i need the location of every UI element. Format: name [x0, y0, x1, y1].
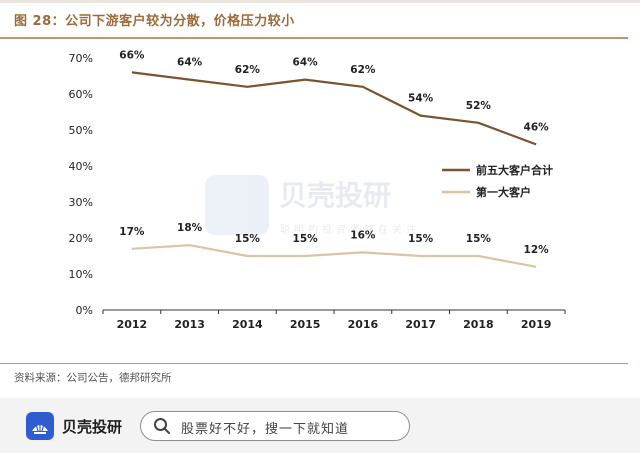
data-label: 54%	[408, 93, 434, 105]
watermark-brand: 贝壳投研	[279, 179, 391, 212]
legend-label-2: 第一大客户	[476, 185, 531, 199]
brand-logo-icon[interactable]	[26, 412, 54, 440]
data-label: 15%	[408, 233, 434, 245]
line-chart: 贝壳投研 聪明的投资者都在关注 0% 10% 20% 30% 40% 50% 60% 70% 2…	[69, 49, 566, 331]
top-divider	[0, 0, 640, 3]
y-tick-label: 0%	[76, 304, 93, 317]
search-input[interactable]: 股票好不好，搜一下就知道	[140, 411, 410, 441]
x-tick-label: 2015	[290, 318, 321, 331]
axes: 0% 10% 20% 30% 40% 50% 60% 70% 2012 2013 2014 2015 2…	[69, 52, 566, 331]
shell-icon	[32, 422, 48, 434]
data-label: 15%	[293, 233, 319, 245]
y-tick-label: 60%	[69, 88, 93, 101]
y-tick-label: 20%	[69, 232, 93, 245]
data-label: 62%	[235, 64, 261, 76]
y-tick-label: 50%	[69, 124, 93, 137]
series-line-1	[131, 71, 537, 146]
series-line-2	[131, 244, 537, 268]
data-label: 15%	[466, 233, 492, 245]
x-tick-label: 2016	[348, 318, 379, 331]
data-label: 17%	[119, 226, 145, 238]
watermark: 贝壳投研 聪明的投资者都在关注	[205, 175, 420, 236]
brand-name[interactable]: 贝壳投研	[62, 418, 123, 436]
footer-bar: 贝壳投研 股票好不好，搜一下就知道	[0, 398, 640, 453]
y-tick-label: 10%	[69, 268, 93, 281]
search-placeholder: 股票好不好，搜一下就知道	[181, 422, 350, 437]
x-tick-label: 2014	[232, 318, 263, 331]
data-label: 64%	[293, 57, 319, 69]
y-tick-label: 70%	[69, 52, 93, 65]
data-label: 66%	[119, 49, 145, 61]
data-label: 18%	[177, 222, 203, 234]
data-label: 12%	[524, 244, 550, 256]
x-tick-label: 2012	[117, 318, 148, 331]
x-tick-label: 2013	[174, 318, 205, 331]
x-tick-label: 2018	[463, 318, 494, 331]
data-label: 16%	[350, 229, 376, 241]
watermark-logo	[205, 175, 269, 235]
data-label: 46%	[524, 121, 550, 133]
x-tick-label: 2019	[521, 318, 552, 331]
data-label: 64%	[177, 57, 203, 69]
title-divider	[0, 37, 628, 39]
series-group: 66% 64% 62% 64% 62% 54% 52% 46% 17% 18% 15% 15% 16% 1…	[119, 49, 550, 268]
data-label: 15%	[235, 233, 261, 245]
y-tick-label: 30%	[69, 196, 93, 209]
watermark-tagline: 聪明的投资者都在关注	[280, 223, 420, 236]
figure-title: 图 28：公司下游客户较为分散，价格压力较小	[14, 14, 295, 29]
x-tick-label: 2017	[405, 318, 436, 331]
source-divider	[0, 363, 628, 364]
legend-label-1: 前五大客户合计	[476, 163, 553, 177]
source-note: 资料来源：公司公告，德邦研究所	[14, 372, 172, 384]
search-icon	[154, 418, 170, 434]
y-tick-label: 40%	[69, 160, 93, 173]
data-label: 62%	[350, 64, 376, 76]
data-label: 52%	[466, 100, 492, 112]
